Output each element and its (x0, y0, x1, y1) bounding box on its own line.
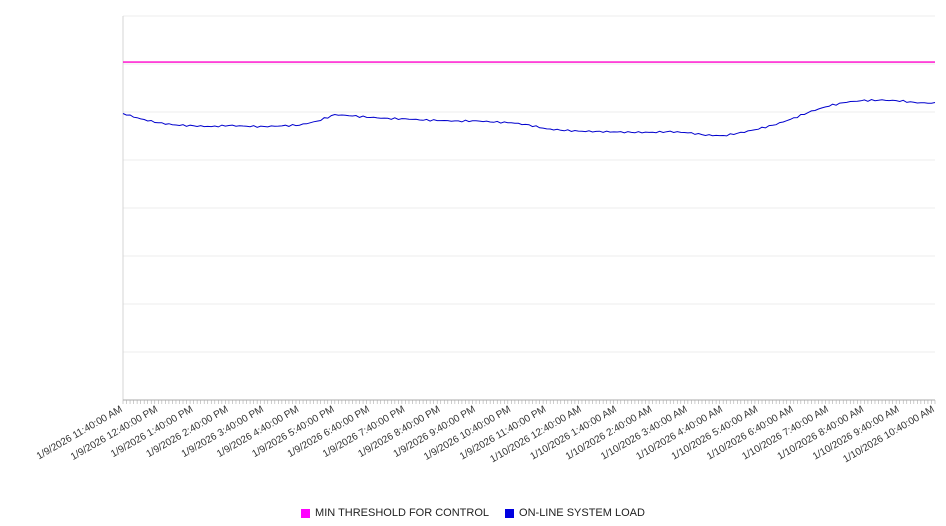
legend-label-min-threshold: MIN THRESHOLD FOR CONTROL (315, 507, 490, 519)
system-load-chart: 1/9/2026 11:40:00 AM1/9/2026 12:40:00 PM… (35, 15, 937, 465)
online-system-load-swatch-icon (505, 508, 515, 518)
online-system-load-line (122, 98, 936, 137)
chart-legend: MIN THRESHOLD FOR CONTROL ON-LINE SYSTEM… (0, 507, 946, 519)
legend-label-online-system-load: ON-LINE SYSTEM LOAD (519, 507, 645, 519)
legend-item-online-system-load: ON-LINE SYSTEM LOAD (505, 507, 645, 519)
min-threshold-swatch-icon (301, 508, 311, 518)
legend-item-min-threshold: MIN THRESHOLD FOR CONTROL (301, 507, 489, 519)
